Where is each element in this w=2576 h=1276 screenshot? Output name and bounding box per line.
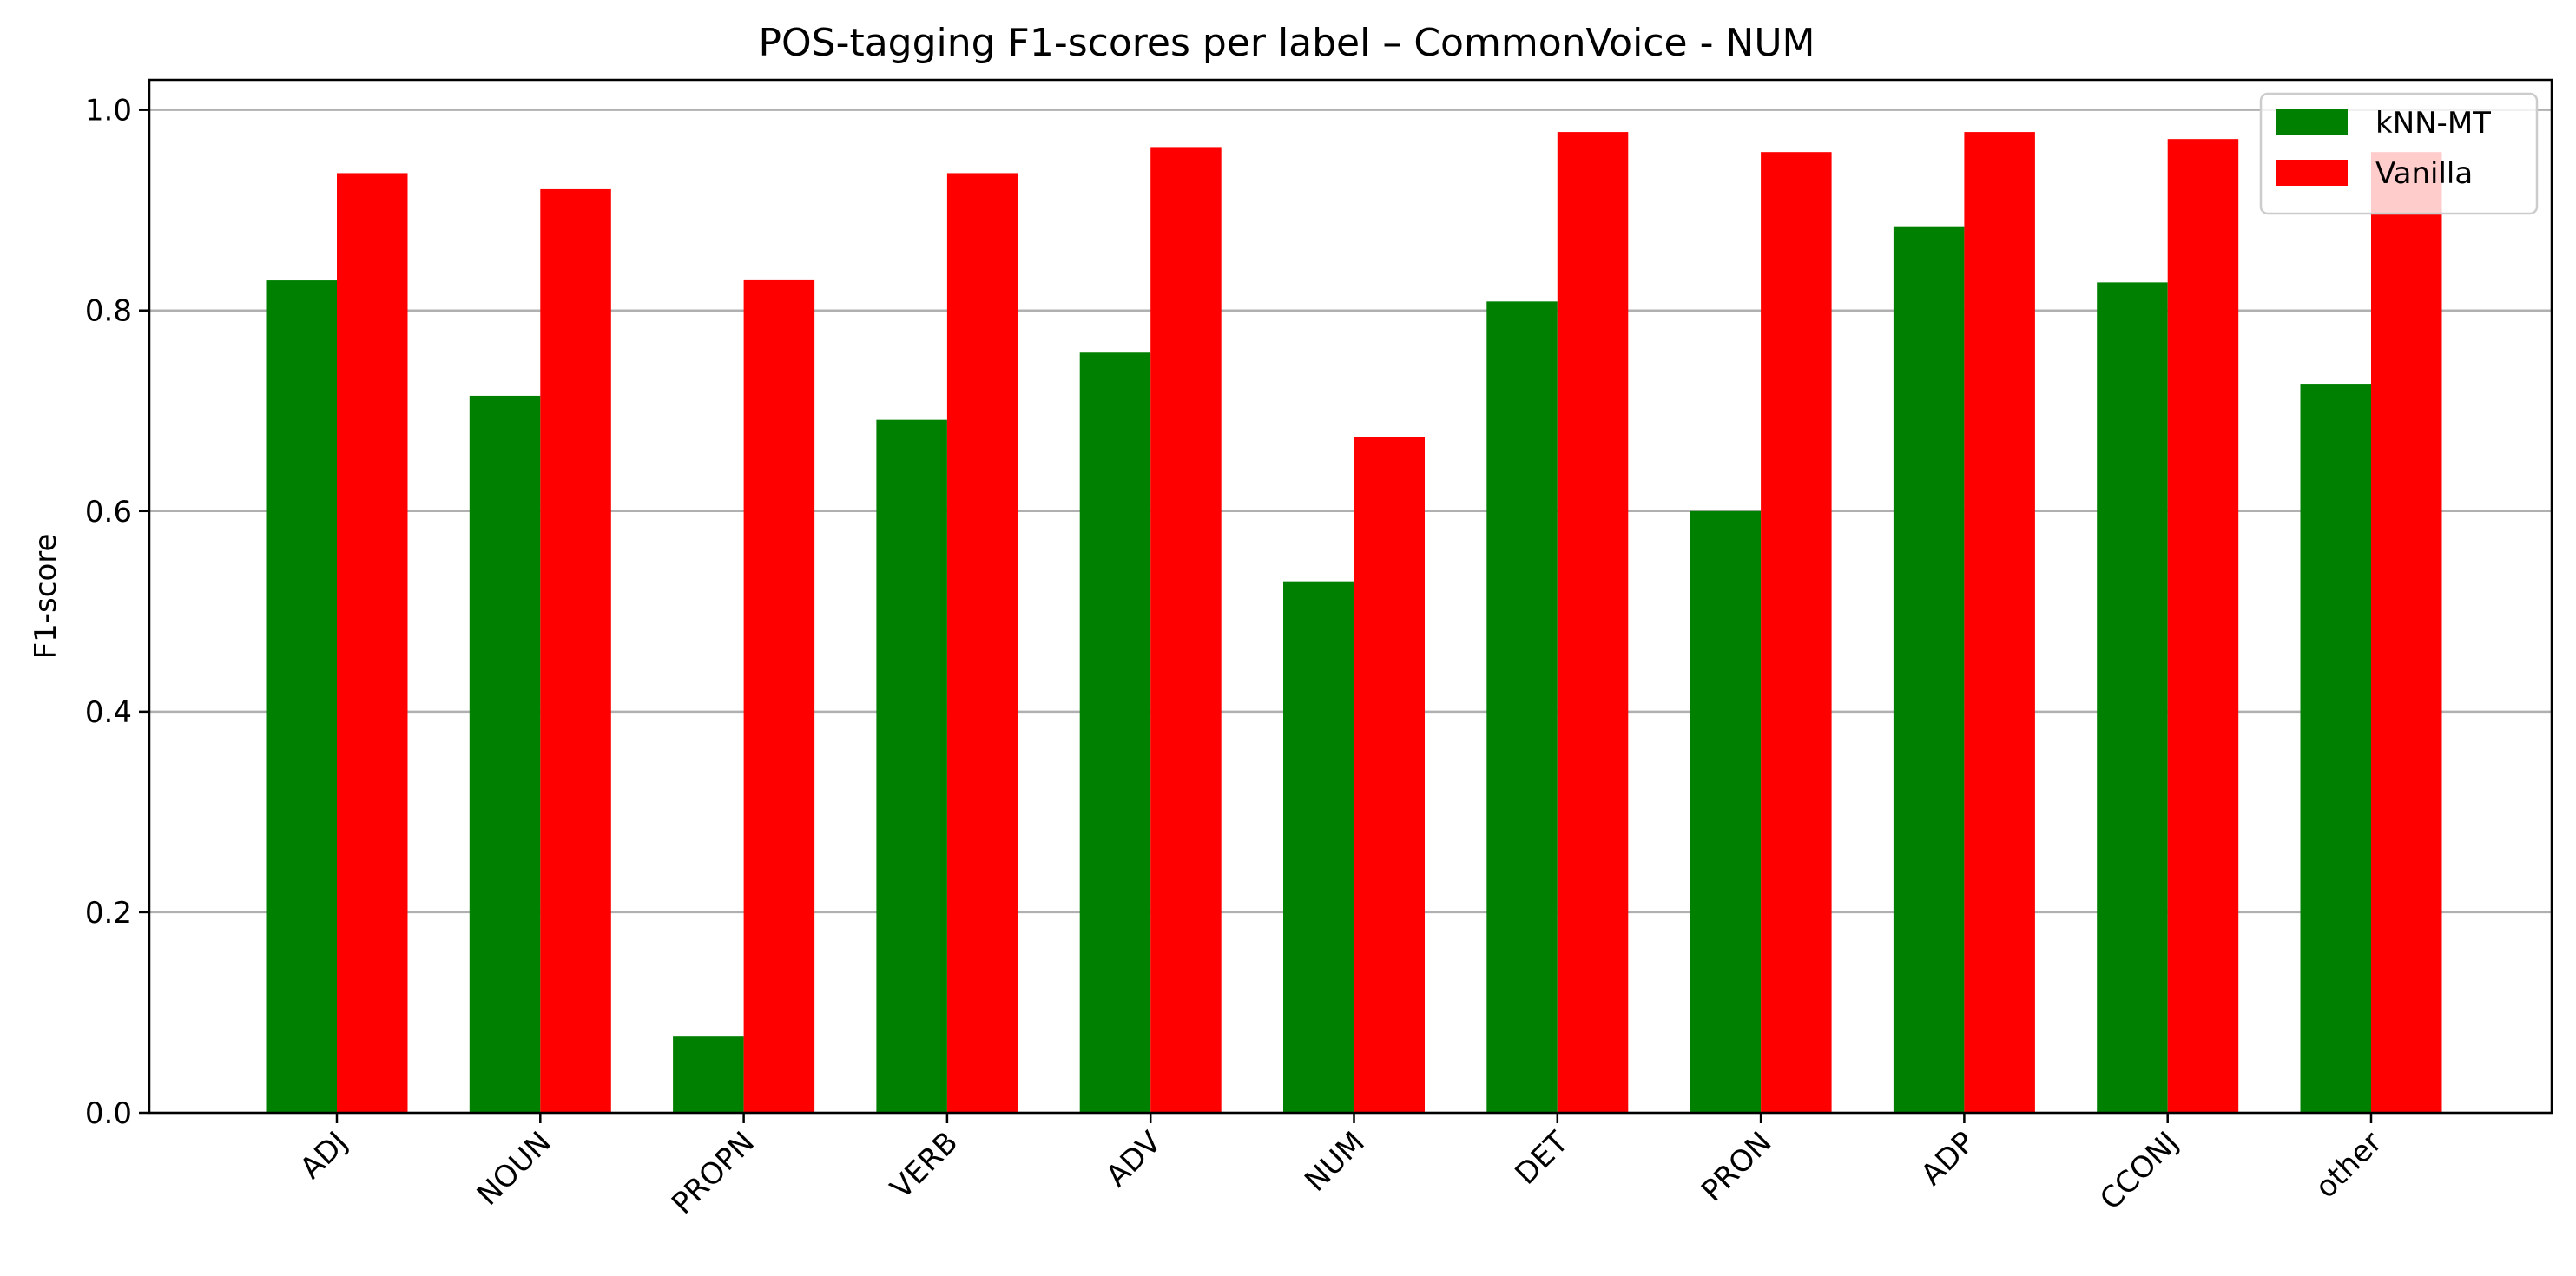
- y-tick-label: 0.8: [85, 294, 132, 329]
- y-tick-label: 0.0: [85, 1096, 132, 1131]
- bar-vanilla-pron: [1761, 152, 1832, 1114]
- bar-vanilla-propn: [743, 279, 815, 1114]
- bar-vanilla-det: [1557, 132, 1629, 1114]
- legend-swatch: [2276, 109, 2348, 135]
- bars: [266, 132, 2442, 1114]
- bar-knn-mt-adv: [1079, 352, 1151, 1113]
- bar-vanilla-other: [2371, 152, 2442, 1114]
- y-tick-label: 0.4: [85, 695, 132, 730]
- bar-knn-mt-num: [1283, 581, 1354, 1113]
- plot-frame: [148, 78, 2553, 1115]
- y-tick-label: 0.6: [85, 495, 132, 529]
- bar-vanilla-adv: [1150, 147, 1222, 1114]
- y-axis-ticks: 0.0 0.2 0.4 0.6 0.8 1.0: [85, 94, 149, 1131]
- bar-knn-mt-noun: [469, 395, 541, 1114]
- bar-knn-mt-det: [1486, 301, 1558, 1114]
- chart-title: POS-tagging F1-scores per label – Common…: [758, 21, 1815, 65]
- bar-knn-mt-adp: [1893, 226, 1965, 1113]
- bar-vanilla-noun: [540, 188, 611, 1114]
- bar-knn-mt-cconj: [2097, 282, 2168, 1113]
- bar-vanilla-cconj: [2167, 139, 2239, 1114]
- bar-vanilla-adj: [337, 173, 408, 1113]
- bar-knn-mt-other: [2300, 384, 2371, 1113]
- legend: kNN-MT Vanilla: [2259, 92, 2539, 215]
- y-axis-label: F1-score: [29, 534, 63, 660]
- legend-swatch: [2276, 160, 2348, 186]
- bar-knn-mt-pron: [1690, 510, 1762, 1113]
- legend-label: kNN-MT: [2375, 106, 2491, 141]
- y-tick-label: 1.0: [85, 94, 132, 128]
- bar-knn-mt-verb: [876, 419, 947, 1114]
- bar-vanilla-adp: [1964, 132, 2035, 1114]
- bar-vanilla-verb: [946, 173, 1018, 1113]
- y-tick-label: 0.2: [85, 896, 132, 931]
- legend-label: Vanilla: [2375, 156, 2473, 191]
- bar-knn-mt-propn: [673, 1036, 744, 1113]
- bar-knn-mt-adj: [266, 280, 337, 1113]
- bar-vanilla-num: [1354, 437, 1425, 1113]
